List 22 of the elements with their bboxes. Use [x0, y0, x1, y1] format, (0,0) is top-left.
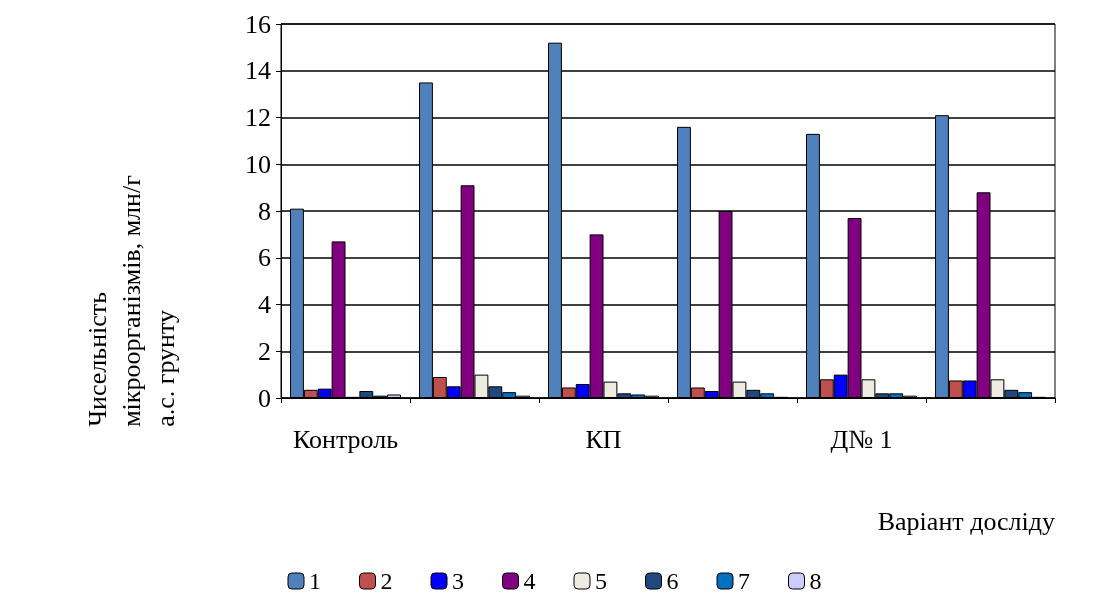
y-tick-label: 12 — [245, 103, 271, 132]
legend-label: 3 — [452, 568, 464, 594]
x-tick-label: Контроль — [292, 424, 399, 454]
x-tick-label: КП — [585, 424, 622, 454]
y-tick-label: 16 — [245, 9, 271, 39]
legend-label: 6 — [666, 568, 679, 594]
legend-label: 1 — [309, 568, 321, 594]
x-axis-title: Варіант досліду — [877, 506, 1055, 536]
legend-label: 8 — [809, 568, 822, 594]
y-axis-title: Чисельність мікроорганізмів, млн/г а.с. грунту — [82, 175, 180, 427]
x-tick-label: Д№ 1 — [830, 424, 893, 454]
y-tick-label: 8 — [258, 196, 271, 226]
y-tick-label: 2 — [258, 336, 271, 366]
legend-label: 4 — [523, 568, 536, 594]
legend-label: 7 — [738, 568, 750, 594]
y-tick-label: 10 — [245, 149, 271, 179]
y-tick-label: 0 — [258, 383, 271, 413]
y-tick-label: 6 — [258, 243, 271, 273]
legend-label: 2 — [380, 568, 393, 594]
y-tick-label: 4 — [258, 290, 271, 319]
y-tick-label: 14 — [245, 56, 271, 86]
legend-label: 5 — [595, 568, 607, 594]
